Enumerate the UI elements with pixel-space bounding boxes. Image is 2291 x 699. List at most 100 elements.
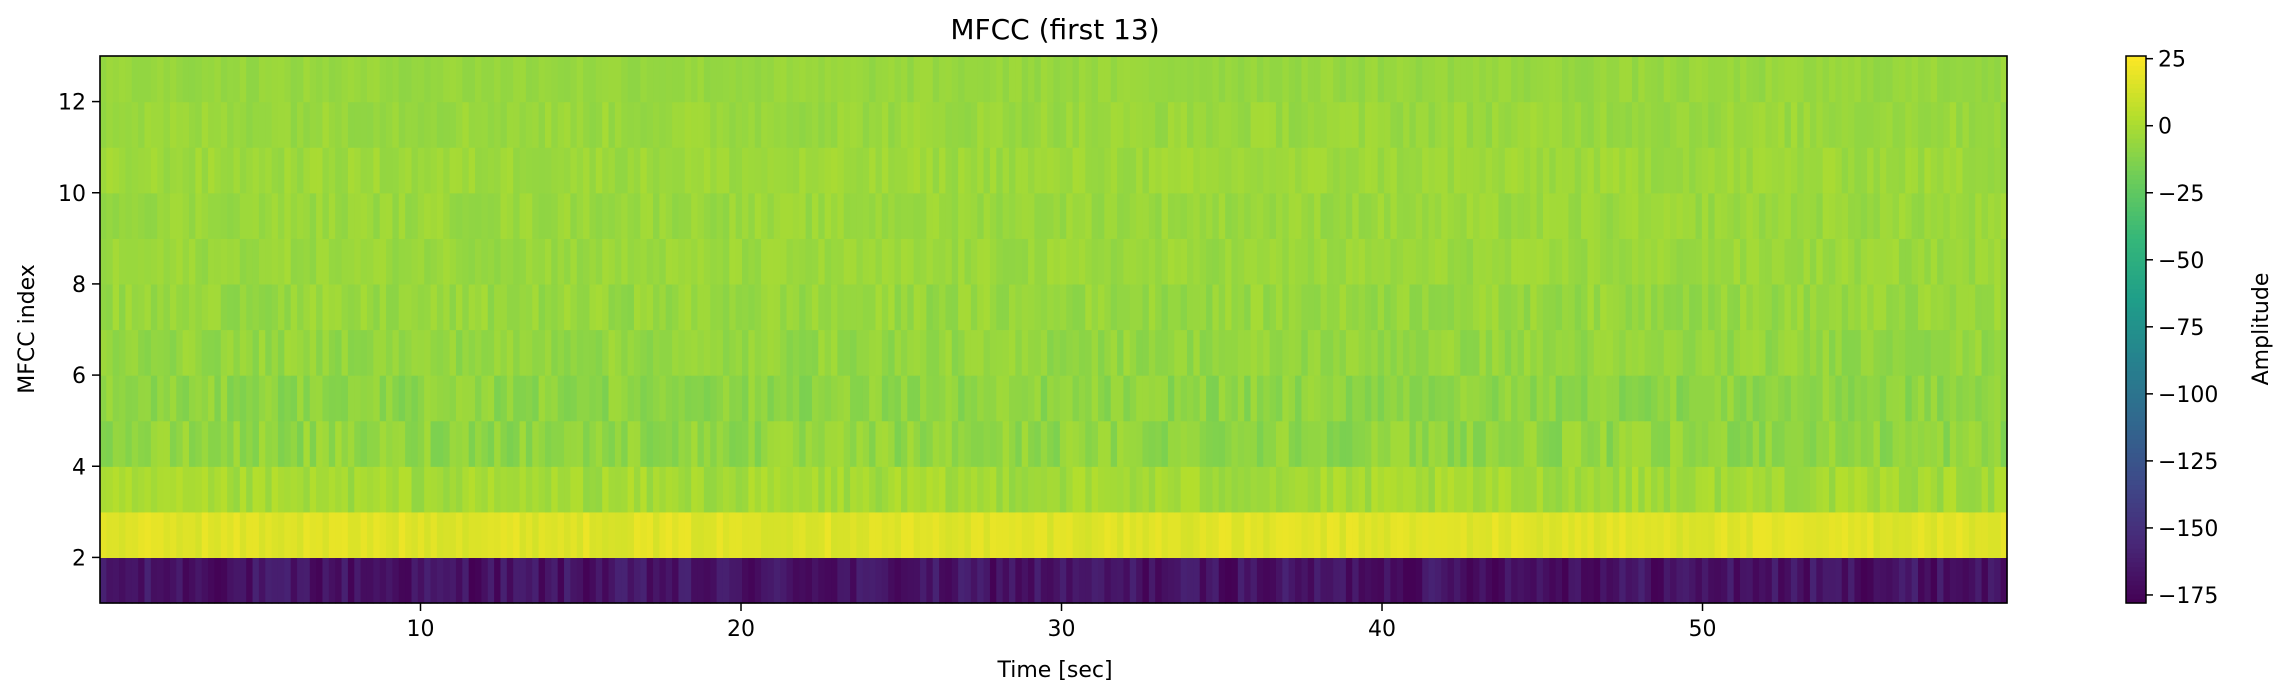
heatmap-cell bbox=[233, 101, 241, 148]
heatmap-cell bbox=[1727, 375, 1735, 422]
heatmap-cell bbox=[163, 56, 171, 103]
heatmap-cell bbox=[1485, 192, 1493, 239]
heatmap-cell bbox=[1644, 56, 1652, 103]
heatmap-cell bbox=[1167, 557, 1175, 604]
heatmap-cell bbox=[1835, 192, 1843, 239]
heatmap-cell bbox=[1148, 420, 1156, 467]
heatmap-cell bbox=[1841, 101, 1849, 148]
heatmap-cell bbox=[869, 56, 877, 103]
heatmap-cell bbox=[1530, 511, 1538, 559]
heatmap-cell bbox=[455, 375, 463, 422]
colorbar-segment bbox=[2126, 69, 2146, 75]
heatmap-cell bbox=[258, 147, 266, 194]
heatmap-cell bbox=[366, 557, 374, 604]
heatmap-cell bbox=[1403, 329, 1411, 376]
heatmap-cell bbox=[1384, 238, 1392, 285]
heatmap-cell bbox=[1473, 283, 1480, 331]
heatmap-cell bbox=[208, 283, 216, 331]
heatmap-cell bbox=[678, 557, 686, 604]
heatmap-cell bbox=[1568, 511, 1576, 559]
heatmap-cell bbox=[335, 329, 343, 376]
heatmap-cell bbox=[119, 101, 127, 148]
heatmap-cell bbox=[1619, 101, 1627, 148]
heatmap-cell bbox=[1174, 238, 1182, 285]
heatmap-cell bbox=[1714, 101, 1722, 148]
heatmap-cell bbox=[913, 56, 921, 103]
heatmap-cell bbox=[1663, 511, 1671, 559]
heatmap-cell bbox=[773, 466, 781, 513]
heatmap-cell bbox=[989, 466, 997, 513]
heatmap-cell bbox=[1676, 557, 1684, 604]
heatmap-cell bbox=[1396, 238, 1404, 285]
heatmap-cell bbox=[1829, 466, 1836, 513]
heatmap-cell bbox=[169, 511, 177, 559]
heatmap-cell bbox=[1924, 511, 1932, 559]
heatmap-cell bbox=[227, 56, 235, 103]
heatmap-cell bbox=[150, 56, 158, 103]
heatmap-cell bbox=[1644, 238, 1652, 285]
heatmap-cell bbox=[1352, 420, 1360, 467]
heatmap-cell bbox=[1441, 420, 1449, 467]
heatmap-cell bbox=[1333, 466, 1341, 513]
heatmap-cell bbox=[1504, 557, 1512, 604]
heatmap-cell bbox=[1523, 557, 1531, 604]
heatmap-cell bbox=[831, 238, 838, 285]
heatmap-cell bbox=[570, 56, 578, 103]
heatmap-cell bbox=[1905, 420, 1913, 467]
heatmap-cell bbox=[1752, 192, 1760, 239]
heatmap-cell bbox=[169, 557, 177, 604]
heatmap-cell bbox=[1714, 420, 1722, 467]
heatmap-cell bbox=[468, 375, 476, 422]
heatmap-cell bbox=[1206, 192, 1214, 239]
heatmap-cell bbox=[1943, 466, 1951, 513]
heatmap-cell bbox=[551, 147, 559, 194]
heatmap-cell bbox=[125, 466, 133, 513]
heatmap-cell bbox=[742, 238, 749, 285]
heatmap-cell bbox=[1193, 557, 1201, 604]
heatmap-cell bbox=[195, 192, 203, 239]
heatmap-cell bbox=[1186, 466, 1194, 513]
heatmap-cell bbox=[246, 329, 254, 376]
heatmap-cell bbox=[862, 420, 870, 467]
heatmap-cell bbox=[589, 238, 597, 285]
heatmap-cell bbox=[1663, 466, 1671, 513]
heatmap-cell bbox=[201, 329, 209, 376]
heatmap-cell bbox=[1231, 557, 1239, 604]
heatmap-cell bbox=[1288, 375, 1296, 422]
heatmap-cell bbox=[373, 511, 381, 559]
heatmap-cell bbox=[1829, 238, 1836, 285]
heatmap-cell bbox=[1428, 329, 1436, 376]
heatmap-cell bbox=[125, 511, 133, 559]
heatmap-cell bbox=[716, 238, 724, 285]
heatmap-cell bbox=[1441, 147, 1449, 194]
heatmap-cell bbox=[2000, 557, 2008, 604]
heatmap-cell bbox=[1962, 466, 1970, 513]
heatmap-cell bbox=[1790, 420, 1798, 467]
heatmap-cell bbox=[1619, 56, 1627, 103]
heatmap-cell bbox=[1244, 329, 1252, 376]
heatmap-cell bbox=[576, 101, 584, 148]
heatmap-cell bbox=[1689, 329, 1697, 376]
heatmap-cell bbox=[1619, 511, 1627, 559]
heatmap-cell bbox=[939, 557, 947, 604]
heatmap-cell bbox=[1148, 101, 1156, 148]
heatmap-cell bbox=[703, 420, 711, 467]
heatmap-cell bbox=[843, 511, 851, 559]
heatmap-cell bbox=[1206, 420, 1214, 467]
heatmap-cell bbox=[405, 101, 413, 148]
heatmap-cell bbox=[297, 283, 305, 331]
heatmap-cell bbox=[1250, 147, 1258, 194]
heatmap-cell bbox=[1403, 420, 1411, 467]
heatmap-cell bbox=[589, 511, 597, 559]
heatmap-cell bbox=[1886, 466, 1894, 513]
heatmap-cell bbox=[1364, 420, 1372, 467]
heatmap-cell bbox=[2000, 466, 2008, 513]
heatmap-cell bbox=[970, 329, 978, 376]
heatmap-cell bbox=[761, 56, 769, 103]
heatmap-cell bbox=[1797, 557, 1805, 604]
heatmap-cell bbox=[1059, 101, 1067, 148]
heatmap-cell bbox=[1002, 147, 1010, 194]
heatmap-cell bbox=[1091, 56, 1099, 103]
heatmap-cell bbox=[322, 101, 330, 148]
colorbar-segment bbox=[2126, 511, 2146, 517]
